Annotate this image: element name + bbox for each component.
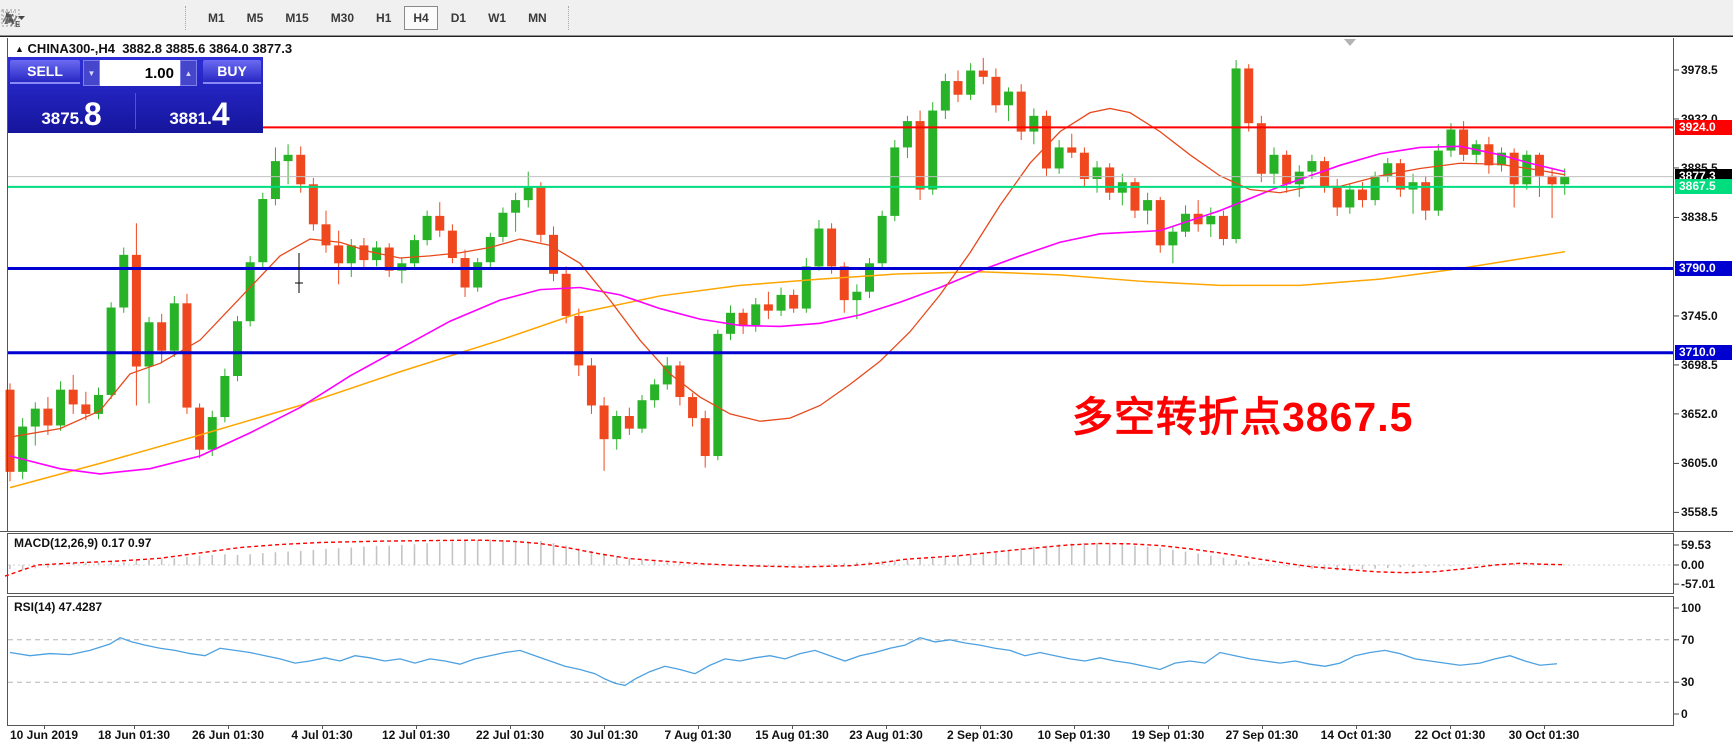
time-axis-tick: [1544, 725, 1545, 729]
rsi-tick-label: 30: [1681, 675, 1695, 690]
volume-input[interactable]: [100, 60, 180, 86]
collapse-arrow-icon[interactable]: ▲: [15, 44, 24, 54]
time-axis-label: 30 Jul 01:30: [569, 728, 639, 742]
buy-price-point: .: [207, 109, 212, 128]
sell-button[interactable]: SELL: [10, 60, 80, 84]
chart-annotation-text: 多空转折点3867.5: [1072, 394, 1414, 440]
timeframe-button-d1[interactable]: D1: [450, 10, 467, 25]
time-axis-label: 22 Jul 01:30: [475, 728, 545, 742]
price-line-label: 3710.0: [1675, 345, 1732, 361]
sell-price-big-digit: 8: [83, 96, 102, 132]
price-line-label: 3867.5: [1675, 179, 1732, 195]
timeframe-button-mn[interactable]: MN: [528, 10, 547, 25]
rsi-tick-label: 0: [1681, 707, 1688, 721]
time-axis-label: 27 Sep 01:30: [1225, 728, 1299, 742]
time-axis-tick: [1356, 725, 1357, 729]
main-price-chart[interactable]: [0, 38, 1733, 532]
time-axis-label: 4 Jul 01:30: [291, 728, 353, 742]
buy-price-big-digit: 4: [211, 96, 230, 132]
sell-price[interactable]: 3875. 8: [8, 89, 135, 133]
time-axis-tick: [1262, 725, 1263, 729]
grid-icon[interactable]: F: [3, 5, 70, 31]
time-axis-label: 12 Jul 01:30: [381, 728, 451, 742]
one-click-trading-panel: SELL ▼ ▲ BUY 3875.8 3881.4: [8, 57, 263, 133]
price-tick-label: 3605.0: [1681, 456, 1718, 471]
time-axis-tick: [228, 725, 229, 729]
time-axis-tick: [886, 725, 887, 729]
time-axis-label: 30 Oct 01:30: [1508, 728, 1580, 742]
rsi-tick-label: 70: [1681, 632, 1695, 647]
time-axis-tick: [44, 725, 45, 729]
macd-tick-label: 0.00: [1681, 558, 1705, 572]
toolbar-separator: [185, 5, 187, 30]
price-tick-label: 3838.5: [1681, 210, 1718, 225]
time-axis-tick: [792, 725, 793, 729]
price-tick-label: 3652.0: [1681, 406, 1718, 421]
time-axis-label: 18 Jun 01:30: [97, 728, 171, 742]
time-axis-tick: [1074, 725, 1075, 729]
timeframe-button-w1[interactable]: W1: [488, 10, 507, 25]
toolbar-separator-2: [567, 5, 570, 30]
arrange-icon[interactable]: [6, 5, 175, 31]
ohlc-values: 3882.8 3885.6 3864.0 3877.3: [122, 41, 293, 56]
time-axis-tick: [698, 725, 699, 729]
text-label-icon[interactable]: A: [4, 5, 105, 31]
price-tick-label: 3978.5: [1681, 63, 1718, 77]
buy-price-main: 3881: [169, 109, 208, 128]
price-tick-label: 3698.5: [1681, 357, 1718, 372]
top-toolbar: E F A T M1 M5 M15 M30 H1 H4 D1 W1 MN: [0, 0, 1733, 36]
time-axis-label: 26 Jun 01:30: [191, 728, 265, 742]
chart-title: ▲ CHINA300-,H4 3882.8 3885.6 3864.0 3877…: [15, 41, 292, 56]
sell-price-main: 3875: [41, 109, 80, 128]
rsi-tick-label: 100: [1681, 601, 1702, 615]
timeframe-button-m15[interactable]: M15: [285, 10, 309, 25]
timeframe-button-m5[interactable]: M5: [246, 10, 264, 25]
price-tick-label: 3558.5: [1681, 505, 1718, 520]
macd-indicator-label: MACD(12,26,9) 0.17 0.97: [14, 536, 152, 550]
time-axis-tick: [134, 725, 135, 729]
svg-text:F: F: [15, 20, 20, 28]
rsi-indicator-label: RSI(14) 47.4287: [14, 600, 103, 614]
time-axis-label: 19 Sep 01:30: [1131, 728, 1205, 742]
time-axis-tick: [322, 725, 323, 729]
time-axis-tick: [980, 725, 981, 729]
time-axis-tick: [604, 725, 605, 729]
time-axis-tick: [1168, 725, 1169, 729]
volume-increase-button[interactable]: ▲: [180, 60, 197, 86]
timeframe-button-h1[interactable]: H1: [376, 10, 392, 25]
time-axis-label: 7 Aug 01:30: [664, 728, 732, 742]
time-axis-tick: [416, 725, 417, 729]
price-line-label: 3924.0: [1675, 119, 1732, 135]
symbol-timeframe-label: CHINA300-,H4: [27, 41, 115, 56]
timeframe-button-m1[interactable]: M1: [208, 10, 225, 25]
time-axis-label: 15 Aug 01:30: [755, 728, 829, 742]
macd-tick-label: 59.53: [1681, 538, 1712, 552]
price-line-label: 3790.0: [1675, 261, 1732, 277]
time-axis-label: 14 Oct 01:30: [1320, 728, 1392, 742]
time-axis-label: 22 Oct 01:30: [1414, 728, 1486, 742]
time-axis-tick: [510, 725, 511, 729]
sell-price-point: .: [79, 109, 84, 128]
time-axis-tick: [1450, 725, 1451, 729]
text-box-icon[interactable]: T: [1, 5, 140, 31]
chart-window: [0, 36, 1733, 748]
rsi-panel[interactable]: [0, 596, 1733, 726]
macd-tick-label: -57.01: [1681, 577, 1716, 592]
svg-text:E: E: [15, 20, 21, 28]
macd-panel[interactable]: [0, 533, 1733, 594]
time-axis-label: 10 Jun 2019: [9, 728, 79, 742]
buy-button[interactable]: BUY: [203, 60, 261, 84]
timeframe-button-h4[interactable]: H4: [404, 5, 438, 30]
time-axis-label: 2 Sep 01:30: [946, 728, 1014, 742]
trade-panel-divider: [135, 93, 136, 129]
timeframe-button-m30[interactable]: M30: [330, 10, 355, 25]
timeframe-button-row: M1 M5 M15 M30 H1 H4 D1 W1 MN: [197, 5, 558, 30]
buy-price[interactable]: 3881. 4: [136, 89, 263, 133]
volume-decrease-button[interactable]: ▼: [83, 60, 100, 86]
time-axis-label: 10 Sep 01:30: [1037, 728, 1111, 742]
price-tick-label: 3745.0: [1681, 308, 1718, 323]
time-axis-label: 23 Aug 01:30: [849, 728, 923, 742]
